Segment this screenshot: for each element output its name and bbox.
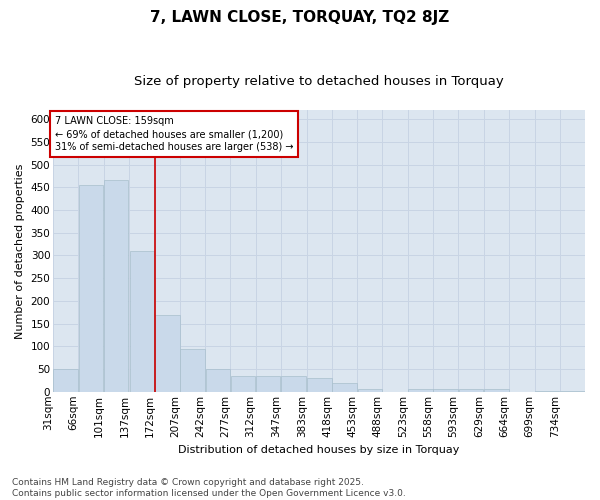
Bar: [181, 348, 205, 392]
Bar: [155, 314, 179, 392]
Bar: [535, 391, 559, 392]
Text: 7 LAWN CLOSE: 159sqm
← 69% of detached houses are smaller (1,200)
31% of semi-de: 7 LAWN CLOSE: 159sqm ← 69% of detached h…: [55, 116, 293, 152]
Bar: [433, 390, 458, 392]
X-axis label: Distribution of detached houses by size in Torquay: Distribution of detached houses by size …: [178, 445, 460, 455]
Bar: [560, 391, 584, 392]
Y-axis label: Number of detached properties: Number of detached properties: [15, 163, 25, 338]
Bar: [484, 390, 509, 392]
Bar: [53, 369, 78, 392]
Bar: [307, 378, 332, 392]
Text: Contains HM Land Registry data © Crown copyright and database right 2025.
Contai: Contains HM Land Registry data © Crown c…: [12, 478, 406, 498]
Bar: [206, 369, 230, 392]
Bar: [358, 390, 382, 392]
Bar: [231, 376, 255, 392]
Bar: [79, 185, 103, 392]
Bar: [458, 390, 483, 392]
Bar: [408, 390, 433, 392]
Bar: [130, 251, 154, 392]
Bar: [104, 180, 128, 392]
Bar: [332, 382, 357, 392]
Text: 7, LAWN CLOSE, TORQUAY, TQ2 8JZ: 7, LAWN CLOSE, TORQUAY, TQ2 8JZ: [151, 10, 449, 25]
Bar: [256, 376, 280, 392]
Title: Size of property relative to detached houses in Torquay: Size of property relative to detached ho…: [134, 75, 504, 88]
Bar: [281, 376, 305, 392]
